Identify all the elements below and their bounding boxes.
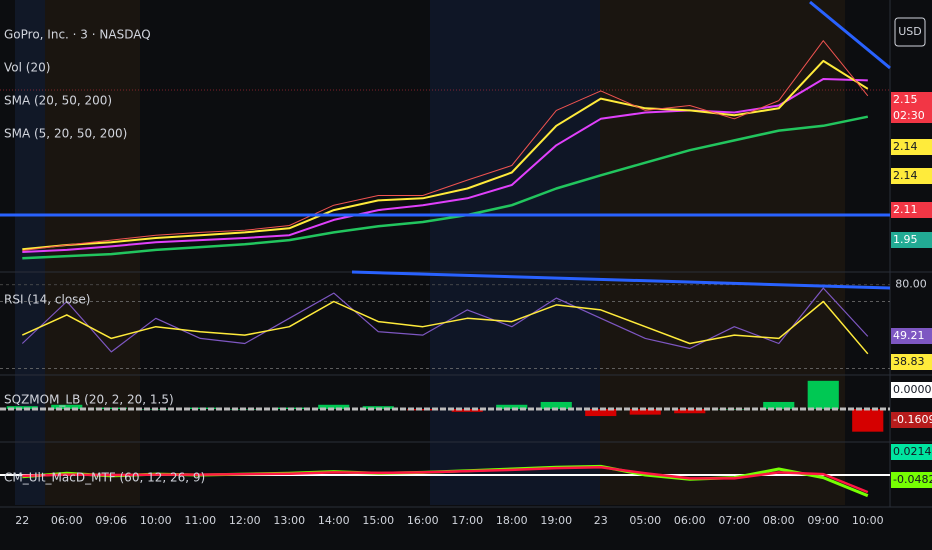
price-badge-label: 0.0000 (893, 383, 932, 396)
price-badge (891, 472, 932, 488)
histogram-bar (852, 409, 884, 432)
x-tick-label: 07:00 (718, 514, 750, 527)
symbol-title: GoPro, Inc. · 3 · NASDAQ (4, 28, 151, 42)
histogram-bar (718, 409, 750, 410)
price-badge (891, 92, 932, 108)
x-tick-label: 10:00 (140, 514, 172, 527)
countdown-label: 02:30 (893, 109, 925, 122)
pane-title: SQZMOM_LB (20, 2, 20, 1.5) (4, 393, 174, 407)
price-badge-label: -0.0482 (893, 473, 932, 486)
price-badge (891, 328, 932, 344)
x-tick-label: 12:00 (229, 514, 261, 527)
histogram-bar (540, 401, 572, 409)
series-line (22, 466, 869, 494)
price-badge (891, 139, 932, 155)
histogram-bar (318, 404, 350, 409)
plot-area (0, 40, 890, 498)
price-badge (891, 168, 932, 184)
price-badge-label: 0.0214 (893, 445, 932, 458)
price-badge (891, 354, 932, 370)
x-tick-label: 17:00 (451, 514, 483, 527)
x-tick-label: 14:00 (318, 514, 350, 527)
series-line (22, 78, 868, 253)
price-badge-label: 2.11 (893, 203, 918, 216)
pane-title: RSI (14, close) (4, 293, 90, 307)
x-tick-label: 06:00 (51, 514, 83, 527)
histogram-bar (51, 404, 83, 409)
countdown-badge (891, 108, 932, 123)
histogram-bar (674, 409, 706, 414)
series-line (21, 300, 869, 355)
price-badge (891, 202, 932, 218)
histogram-bar (496, 404, 528, 409)
price-badge-label: 2.15 (893, 93, 918, 106)
histogram-bar (95, 407, 127, 409)
price-badge-label: 38.83 (893, 355, 925, 368)
price-badge-label: 2.14 (893, 169, 918, 182)
histogram-bar (6, 406, 38, 409)
histogram-bar (763, 401, 795, 409)
histogram-bar (407, 409, 439, 411)
price-badge-label: 2.14 (893, 140, 918, 153)
price-badge (891, 412, 932, 428)
trend-line-drawing (809, 0, 891, 70)
histogram-bar (807, 380, 839, 409)
currency-label[interactable]: USD (898, 25, 922, 38)
series-line (22, 115, 869, 260)
indicator-label: SMA (20, 50, 200) (4, 94, 112, 108)
trend-line-drawing (351, 270, 891, 290)
price-badge (891, 232, 932, 248)
y-tick-label: 80.00 (895, 278, 927, 291)
indicator-label: SMA (5, 20, 50, 200) (4, 127, 127, 141)
x-tick-label: 08:00 (763, 514, 795, 527)
indicator-label: Vol (20) (4, 61, 50, 75)
pane-title: CM_Ult_MacD_MTF (60, 12, 26, 9) (4, 471, 205, 485)
x-tick-label: 23 (594, 514, 608, 527)
price-badge-label: -0.1609 (893, 413, 932, 426)
x-tick-label: 16:00 (407, 514, 439, 527)
price-badge-label: 49.21 (893, 329, 925, 342)
x-tick-label: 09:00 (807, 514, 839, 527)
session-shade (600, 0, 845, 505)
x-tick-label: 18:00 (496, 514, 528, 527)
x-tick-label: 06:00 (674, 514, 706, 527)
histogram-bar (629, 409, 661, 415)
series-line (22, 59, 869, 251)
series-line (22, 40, 869, 252)
x-tick-label: 10:00 (852, 514, 884, 527)
x-tick-label: 11:00 (184, 514, 216, 527)
labels: 22 06:00 09:06 10:00 11:00 12:00 13:00 14:00 15:… (4, 61, 932, 527)
x-tick-label: 13:00 (273, 514, 305, 527)
price-badge (891, 444, 932, 460)
price-badge (891, 382, 932, 398)
x-tick-label: 09:06 (95, 514, 127, 527)
x-tick-label: 19:00 (540, 514, 572, 527)
currency-button[interactable] (894, 17, 926, 47)
x-tick-label: 22 (15, 514, 29, 527)
session-shade (430, 0, 600, 505)
x-tick-label: 05:00 (629, 514, 661, 527)
price-badge-label: 1.95 (893, 233, 918, 246)
histogram-bar (585, 409, 617, 417)
x-tick-label: 15:00 (362, 514, 394, 527)
